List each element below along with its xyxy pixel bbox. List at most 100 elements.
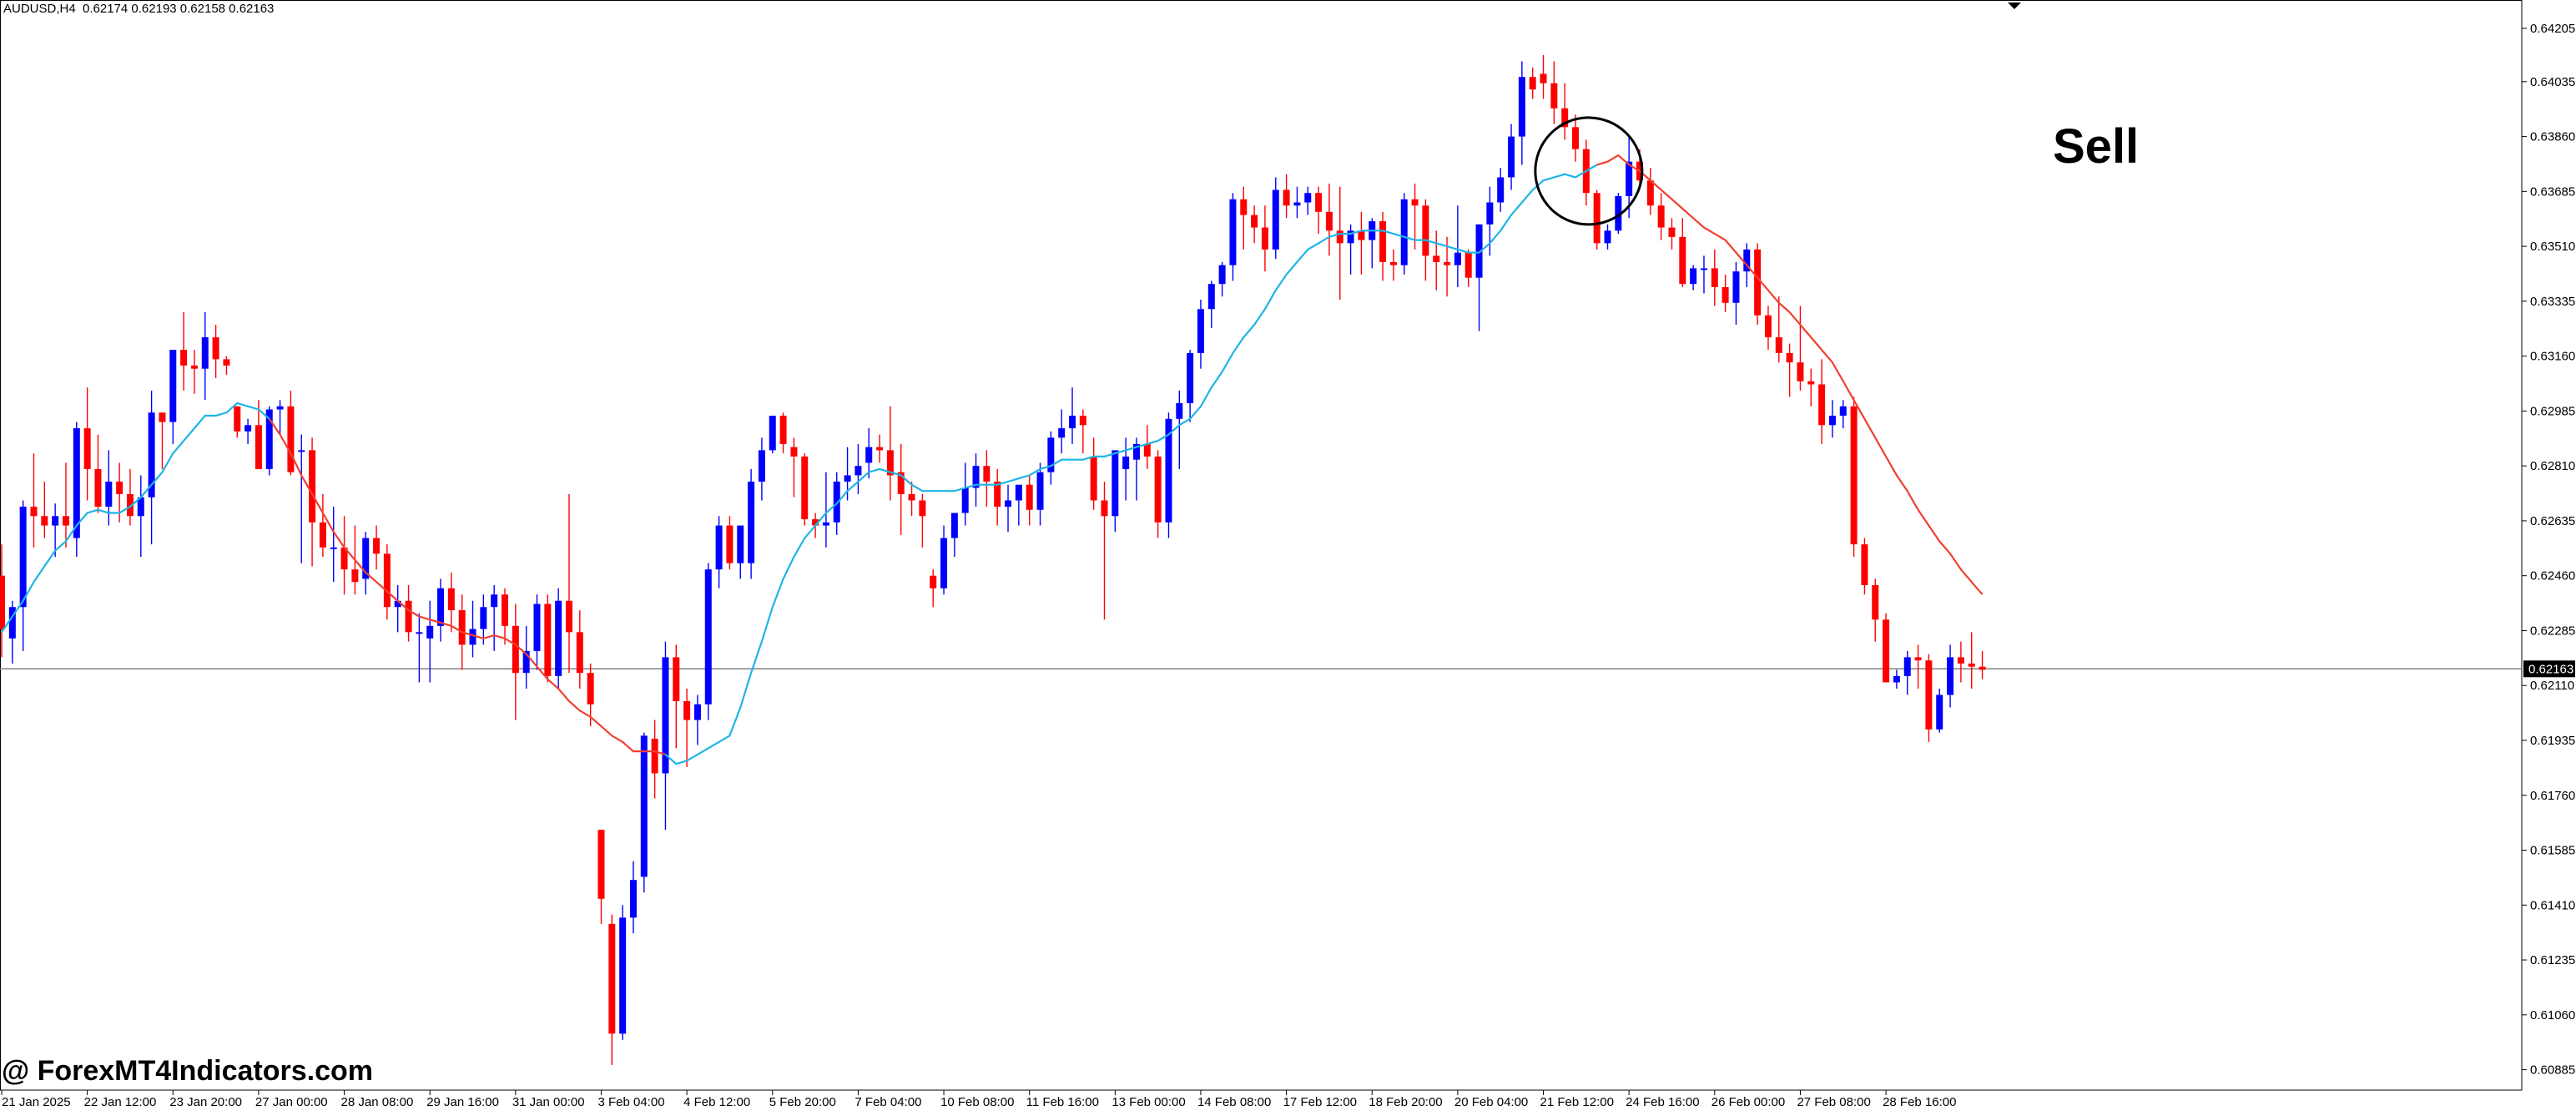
candle [244, 418, 252, 444]
candle-body [1936, 694, 1943, 730]
candle-body [1883, 619, 1890, 683]
candle [994, 468, 1001, 526]
price-axis[interactable]: 0.64205 0.64035 0.63860 0.63685 0.63510 0.633… [2522, 22, 2575, 1078]
candle [801, 453, 809, 526]
sell-label: Sell [2053, 119, 2140, 174]
candle-body [758, 450, 765, 482]
candle [1711, 249, 1718, 306]
candle-body [544, 603, 552, 676]
candle [854, 443, 862, 494]
candle-body [1026, 484, 1033, 510]
candle [234, 406, 241, 438]
candle-body [1828, 416, 1836, 426]
candle [1069, 387, 1076, 444]
candle-body [1187, 352, 1194, 404]
candle [405, 584, 412, 642]
candle-body [426, 625, 434, 639]
time-tick-label: 18 Feb 20:00 [1369, 1095, 1442, 1109]
candle [1325, 183, 1333, 256]
candle-body [737, 525, 744, 563]
candle [41, 481, 48, 538]
candle-body [394, 600, 401, 608]
chart-frame [0, 0, 2523, 1091]
candle-body [137, 497, 144, 517]
candle [52, 503, 59, 558]
candle [930, 569, 937, 608]
candle [1079, 409, 1086, 454]
candle-body [148, 412, 155, 497]
candle-body [1593, 193, 1601, 244]
candle [876, 434, 884, 463]
candle-body [1893, 675, 1900, 683]
candle [287, 390, 295, 476]
candle-body [1518, 77, 1525, 137]
candle [1925, 654, 1933, 742]
time-tick-label: 5 Feb 20:00 [769, 1095, 836, 1109]
candle-body [1657, 205, 1665, 228]
candle-body [1347, 230, 1354, 244]
candle [587, 663, 594, 727]
candle [1411, 183, 1419, 250]
candle [1176, 390, 1183, 469]
candle-body [94, 468, 102, 508]
candle-body [619, 917, 627, 1034]
candle [94, 434, 102, 513]
candle [1251, 205, 1258, 244]
candle-body [597, 830, 605, 899]
time-tick-label: 11 Feb 16:00 [1026, 1095, 1099, 1109]
candle [105, 450, 113, 526]
candle [137, 475, 144, 558]
candle [1026, 475, 1033, 526]
time-axis[interactable]: 21 Jan 2025 22 Jan 12:00 23 Jan 20:00 27 Ja… [1, 3, 2021, 1109]
candle [1122, 437, 1130, 501]
candle [1154, 450, 1162, 538]
candle [565, 493, 572, 674]
candle-body [522, 650, 530, 674]
candle-body [73, 428, 80, 538]
candle [126, 468, 134, 526]
candle-body [1283, 189, 1290, 206]
candle-body [319, 522, 326, 548]
candle-body [715, 525, 723, 570]
candle [373, 525, 381, 570]
candle-body [576, 632, 583, 674]
candle-body [930, 575, 937, 588]
candle-body [1508, 136, 1515, 178]
candle-body [683, 701, 691, 720]
candle [1518, 61, 1525, 165]
candle [19, 500, 27, 651]
chart-shift-marker[interactable] [2008, 3, 2021, 9]
candle-body [1903, 657, 1911, 676]
candle [1400, 193, 1408, 275]
candle [1604, 224, 1611, 250]
candle-body [105, 481, 113, 508]
price-tick-label: 0.62635 [2530, 514, 2575, 528]
time-tick-label: 20 Feb 04:00 [1454, 1095, 1528, 1109]
candle [1679, 218, 1686, 287]
candle-body [1572, 127, 1580, 149]
candle-body [1358, 230, 1365, 240]
candle [769, 416, 776, 454]
candle-body [1176, 403, 1183, 419]
candle-body [1251, 215, 1258, 228]
candle-body [41, 516, 48, 526]
candle-body [950, 513, 958, 538]
candle [0, 544, 5, 658]
candle [1646, 168, 1654, 215]
candle-body [52, 516, 59, 526]
candle-body [83, 428, 91, 469]
price-tick-label: 0.63160 [2530, 350, 2575, 364]
candle [180, 312, 188, 391]
candle-body [1411, 199, 1419, 206]
candle-body [1732, 271, 1740, 303]
candle-body [1968, 663, 1975, 667]
candle-body [1315, 193, 1323, 212]
price-tick-label: 0.62810 [2530, 459, 2575, 473]
time-tick-label: 27 Jan 00:00 [255, 1095, 328, 1109]
candle [1732, 261, 1740, 326]
candle-body [223, 359, 230, 366]
candle-body [458, 610, 466, 645]
symbol-info: AUDUSD,H4 0.62174 0.62193 0.62158 0.6216… [3, 2, 275, 16]
candle-body [1218, 265, 1226, 285]
